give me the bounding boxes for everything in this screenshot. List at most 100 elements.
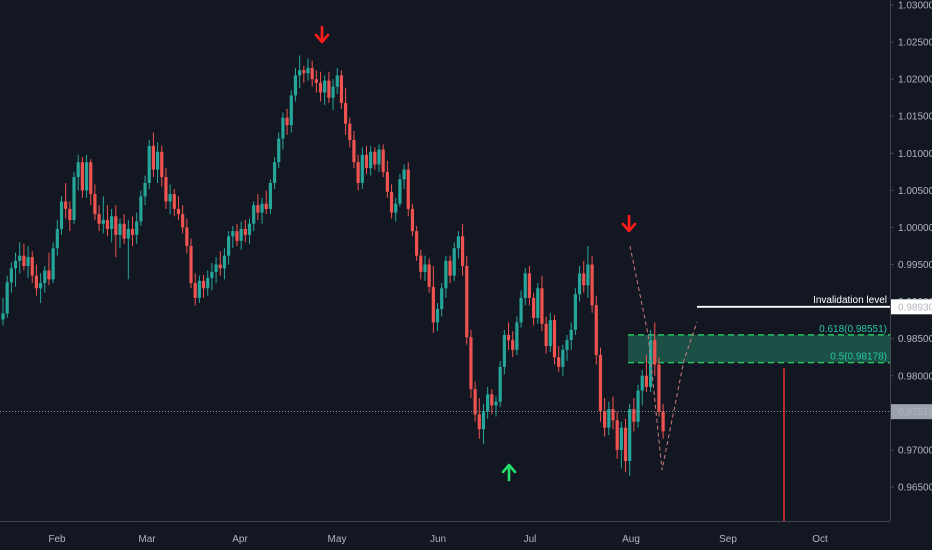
candle-body[interactable]	[185, 227, 189, 246]
candle-body[interactable]	[72, 177, 76, 221]
candle-body[interactable]	[460, 236, 465, 267]
candle-body[interactable]	[519, 297, 523, 323]
candle-body[interactable]	[431, 286, 435, 323]
candle-body[interactable]	[536, 288, 540, 318]
candle-body[interactable]	[239, 228, 243, 241]
candle-body[interactable]	[377, 149, 381, 165]
candle-body[interactable]	[272, 162, 277, 183]
candle-body[interactable]	[264, 203, 268, 209]
candle-body[interactable]	[285, 117, 289, 126]
fib-zone[interactable]: 0.618(0.98551) 0.5(0.98178)	[628, 324, 890, 364]
candle-body[interactable]	[419, 255, 423, 272]
candle-body[interactable]	[139, 196, 143, 222]
candle-body[interactable]	[427, 264, 431, 287]
candle-body[interactable]	[89, 162, 93, 195]
candle-body[interactable]	[511, 340, 515, 350]
candle-body[interactable]	[389, 191, 394, 213]
candle-body[interactable]	[9, 268, 13, 283]
candle-body[interactable]	[76, 162, 80, 178]
candle-body[interactable]	[331, 86, 335, 98]
candle-body[interactable]	[552, 320, 557, 358]
candle-body[interactable]	[653, 340, 657, 365]
candle-body[interactable]	[155, 151, 160, 170]
candle-body[interactable]	[5, 282, 9, 314]
candle-body[interactable]	[51, 248, 55, 280]
candle-body[interactable]	[143, 182, 147, 197]
candle-body[interactable]	[582, 273, 586, 286]
candle-body[interactable]	[469, 337, 473, 390]
candle-body[interactable]	[302, 70, 306, 74]
candle-body[interactable]	[101, 220, 105, 224]
candle-body[interactable]	[227, 236, 231, 256]
candle-body[interactable]	[569, 329, 573, 341]
candle-body[interactable]	[1, 313, 5, 320]
candle-body[interactable]	[586, 264, 590, 286]
candle-body[interactable]	[323, 80, 327, 93]
candle-body[interactable]	[318, 82, 323, 93]
candle-body[interactable]	[502, 334, 506, 367]
candle-body[interactable]	[151, 145, 156, 170]
candle-body[interactable]	[97, 214, 101, 224]
candle-body[interactable]	[661, 411, 665, 432]
candle-body[interactable]	[218, 264, 222, 269]
candle-body[interactable]	[557, 357, 561, 367]
candle-body[interactable]	[515, 322, 519, 350]
candle-body[interactable]	[160, 151, 164, 178]
candle-body[interactable]	[486, 394, 490, 412]
candle-body[interactable]	[235, 231, 239, 241]
candle-body[interactable]	[260, 203, 264, 213]
candle-body[interactable]	[423, 264, 427, 272]
candle-body[interactable]	[30, 257, 34, 276]
candle-body[interactable]	[93, 194, 97, 215]
candle-body[interactable]	[210, 271, 214, 278]
candle-body[interactable]	[352, 139, 356, 163]
candle-body[interactable]	[394, 203, 398, 213]
candle-body[interactable]	[243, 228, 247, 235]
candle-body[interactable]	[176, 208, 181, 215]
candle-body[interactable]	[398, 179, 402, 204]
candle-body[interactable]	[306, 68, 310, 74]
candle-body[interactable]	[247, 223, 252, 235]
candle-body[interactable]	[68, 208, 72, 221]
candle-body[interactable]	[415, 231, 419, 256]
candles[interactable]	[1, 55, 665, 476]
candle-body[interactable]	[594, 305, 598, 356]
candle-body[interactable]	[222, 255, 227, 269]
candle-body[interactable]	[168, 194, 172, 202]
candle-body[interactable]	[360, 154, 364, 183]
candle-body[interactable]	[110, 216, 114, 229]
candle-body[interactable]	[456, 236, 461, 249]
candle-body[interactable]	[164, 177, 168, 202]
candle-body[interactable]	[381, 149, 385, 172]
candle-body[interactable]	[498, 366, 502, 402]
candle-body[interactable]	[494, 401, 498, 406]
candle-body[interactable]	[172, 194, 176, 209]
candle-body[interactable]	[348, 123, 352, 140]
candle-body[interactable]	[47, 270, 51, 280]
candle-body[interactable]	[335, 75, 339, 87]
candle-body[interactable]	[452, 248, 456, 276]
candle-body[interactable]	[623, 427, 628, 462]
candle-body[interactable]	[252, 205, 256, 224]
candle-body[interactable]	[540, 288, 544, 324]
candle-body[interactable]	[201, 280, 206, 289]
candle-body[interactable]	[506, 334, 511, 341]
candle-body[interactable]	[343, 102, 348, 124]
candle-body[interactable]	[293, 75, 298, 96]
candle-body[interactable]	[444, 260, 448, 289]
candle-body[interactable]	[636, 390, 640, 422]
candle-body[interactable]	[603, 411, 607, 428]
candle-body[interactable]	[298, 70, 302, 76]
candle-body[interactable]	[523, 273, 527, 298]
candle-body[interactable]	[181, 214, 185, 228]
candle-body[interactable]	[590, 264, 594, 306]
candle-body[interactable]	[22, 255, 26, 267]
candle-body[interactable]	[373, 151, 377, 165]
candle-body[interactable]	[64, 201, 68, 209]
candle-body[interactable]	[548, 320, 552, 347]
candle-body[interactable]	[135, 221, 139, 235]
candle-body[interactable]	[34, 275, 39, 289]
candle-body[interactable]	[197, 280, 201, 298]
candle-body[interactable]	[607, 409, 611, 428]
candle-body[interactable]	[314, 79, 318, 83]
